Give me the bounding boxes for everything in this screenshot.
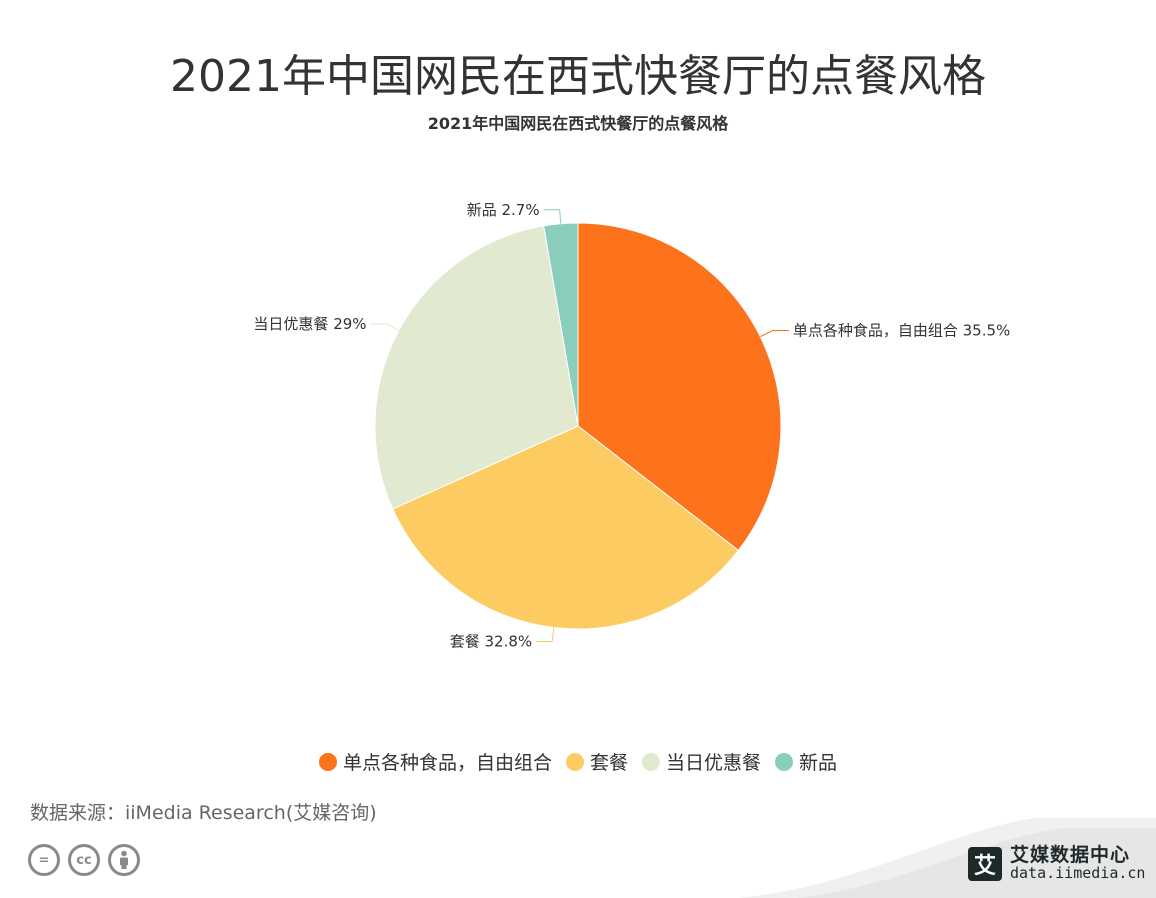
brand-name: 艾媒数据中心 — [1010, 844, 1131, 866]
legend-label: 套餐 — [589, 752, 628, 774]
pie-slice — [577, 222, 782, 552]
label-leader-line — [760, 330, 789, 338]
label-leader-line — [370, 323, 400, 331]
pie-slice — [392, 425, 740, 630]
legend-item[interactable]: 单点各种食品，自由组合 — [318, 748, 552, 775]
legend: 单点各种食品，自由组合 套餐 当日优惠餐 新品 — [0, 748, 1156, 775]
legend-swatch — [565, 752, 584, 771]
legend-swatch — [642, 752, 660, 771]
pie-chart: 单点各种食品，自由组合 35.5% 套餐 32.8% 当日优惠餐 29% 新品 2.7… — [253, 201, 1010, 651]
brand: 艾 艾媒数据中心 data.iimedia.cn — [968, 844, 1146, 882]
legend-item[interactable]: 当日优惠餐 — [642, 748, 761, 775]
label-leader-line — [536, 627, 555, 642]
person-icon — [108, 844, 140, 876]
slice-label: 单点各种食品，自由组合 35.5% — [793, 322, 1010, 340]
cc-icon: cc — [68, 844, 100, 876]
license-icons: = cc — [28, 844, 140, 876]
legend-label: 单点各种食品，自由组合 — [342, 752, 552, 774]
equals-icon: = — [28, 844, 60, 876]
label-leader-line — [543, 209, 562, 224]
data-source: 数据来源：iiMedia Research(艾媒咨询) — [30, 802, 377, 824]
legend-swatch — [318, 752, 337, 771]
pie-slice — [374, 225, 579, 510]
chart-title: 2021年中国网民在西式快餐厅的点餐风格 — [427, 114, 729, 133]
brand-url: data.iimedia.cn — [1010, 863, 1146, 882]
slice-label: 套餐 32.8% — [450, 632, 532, 650]
slice-label: 当日优惠餐 29% — [253, 315, 366, 333]
page-title: 2021年中国网民在西式快餐厅的点餐风格 — [170, 51, 986, 102]
brand-logo-icon: 艾 — [968, 846, 1002, 881]
legend-label: 新品 — [799, 752, 838, 774]
legend-label: 当日优惠餐 — [666, 752, 762, 774]
legend-swatch — [775, 752, 794, 771]
legend-item[interactable]: 新品 — [775, 748, 837, 775]
slice-label: 新品 2.7% — [467, 201, 540, 219]
legend-item[interactable]: 套餐 — [565, 748, 628, 775]
